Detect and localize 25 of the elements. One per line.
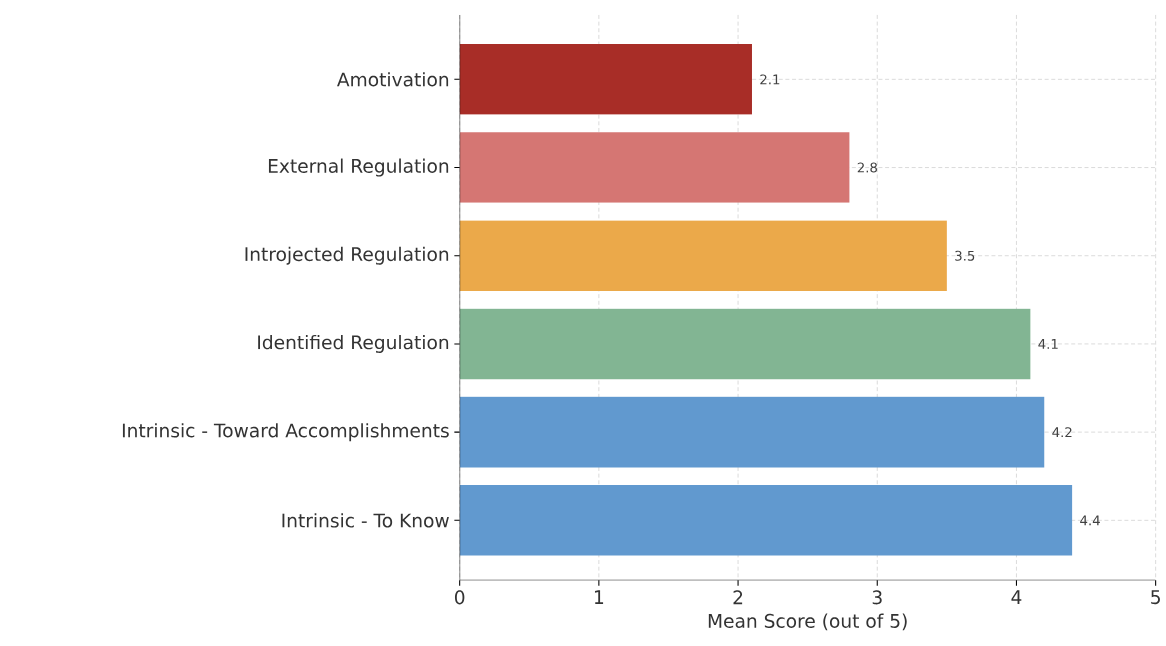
x-tick-label: 3 xyxy=(872,590,882,605)
y-tick-label: Intrinsic - To Know xyxy=(282,513,449,528)
bar xyxy=(459,132,850,203)
data-label: 3.5 xyxy=(955,250,975,261)
data-label: 2.1 xyxy=(760,74,780,85)
x-tick-label: 2 xyxy=(733,590,743,605)
bar xyxy=(459,44,752,115)
data-label: 2.8 xyxy=(857,162,877,173)
y-tick-label: Amotivation xyxy=(337,72,449,87)
data-label: 4.4 xyxy=(1080,515,1100,526)
bar xyxy=(459,485,1073,556)
x-tick-label: 0 xyxy=(454,590,465,605)
x-tick-label: 5 xyxy=(1151,590,1160,605)
y-tick-label: Identified Regulation xyxy=(258,334,449,353)
y-tick-label: Introjected Regulation xyxy=(245,246,449,265)
x-tick-label: 4 xyxy=(1011,590,1022,604)
y-tick-label: Intrinsic - Toward Accomplishments xyxy=(122,423,449,442)
bar xyxy=(459,308,1031,380)
bar xyxy=(459,220,947,291)
bar xyxy=(459,396,1045,468)
data-label: 4.2 xyxy=(1052,427,1072,438)
data-label: 4.1 xyxy=(1038,339,1058,349)
x-tick-label: 1 xyxy=(594,590,604,604)
x-axis-title: Mean Score (out of 5) xyxy=(708,613,907,631)
y-tick-label: External Regulation xyxy=(268,158,449,177)
